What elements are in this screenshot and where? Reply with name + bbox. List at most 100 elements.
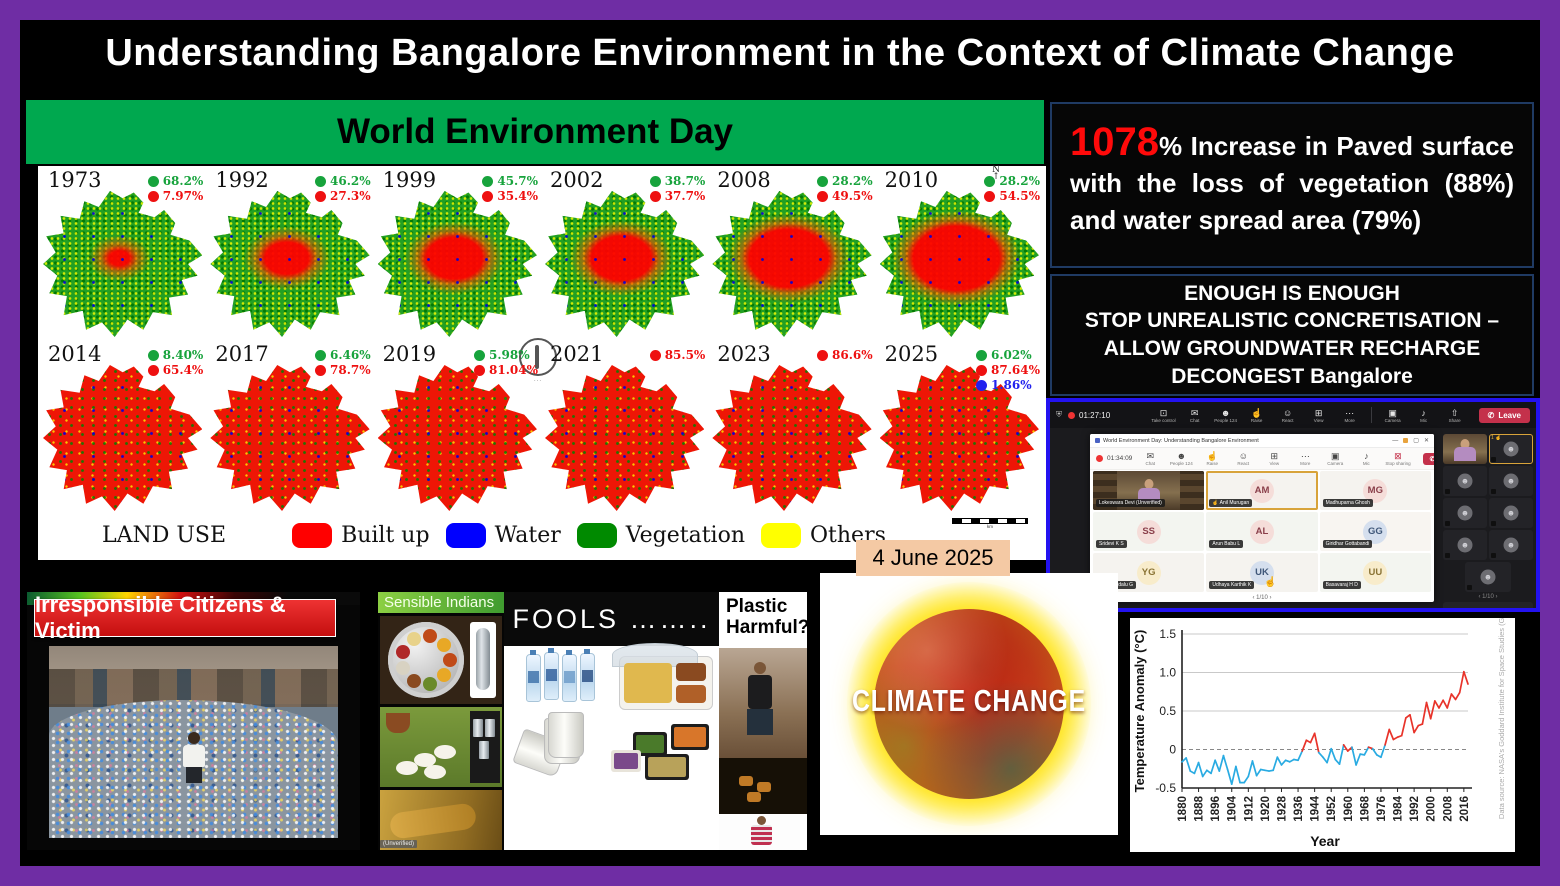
participant-tile-AL[interactable]: AL Arun Babu L bbox=[1206, 512, 1317, 551]
participant-name-label: Basavaraj H D bbox=[1323, 581, 1361, 589]
landuse-map-2019: 2019 5.98% 81.04% bbox=[375, 340, 542, 514]
sidebar-wide-tile[interactable]: ☻ bbox=[1443, 602, 1533, 612]
mic-button[interactable]: ♪ Mic bbox=[1354, 451, 1378, 466]
grid-pagination[interactable]: ‹ 1/10 › bbox=[1090, 595, 1434, 601]
climate-change-panel: CLIMATE CHANGE bbox=[820, 573, 1118, 835]
shield-icon: ⛨ bbox=[1056, 410, 1062, 420]
landuse-map-1973: 1973 68.2% 7.97% bbox=[40, 166, 207, 340]
minimize-button[interactable]: — bbox=[1392, 438, 1398, 444]
plastic-harmful-column: Plastic Harmful? bbox=[719, 592, 807, 850]
react-button[interactable]: ☺ React bbox=[1276, 408, 1300, 423]
svg-text:Year: Year bbox=[1310, 833, 1340, 849]
stop-sharing-button[interactable]: ⊠ Stop sharing bbox=[1385, 451, 1410, 466]
participant-tile-video[interactable]: Lokeswara Devi (Unverified) bbox=[1093, 471, 1204, 510]
chat-button[interactable]: ✉ Chat bbox=[1183, 408, 1207, 423]
disposable-plastics-collage bbox=[504, 646, 719, 850]
participant-tile-UU[interactable]: UU Basavaraj H D bbox=[1320, 553, 1431, 592]
landuse-map-1999: 1999 45.7% 35.4% bbox=[375, 166, 542, 340]
slogan-line-2: STOP UNREALISTIC CONCRETISATION – ALLOW … bbox=[1062, 307, 1522, 362]
sidebar-participant-tile[interactable]: ☻ bbox=[1489, 498, 1533, 528]
close-button[interactable]: ✕ bbox=[1424, 437, 1429, 444]
camera-button[interactable]: ▣ Camera bbox=[1323, 451, 1347, 466]
svg-text:1968: 1968 bbox=[1359, 795, 1371, 821]
plastic-meal-tray bbox=[619, 656, 713, 710]
sensible-indians-column: Sensible Indians (Unverified) bbox=[378, 592, 504, 850]
plastic-container bbox=[611, 750, 641, 772]
svg-text:0.5: 0.5 bbox=[1159, 704, 1176, 718]
legend-item-water: Water bbox=[446, 523, 561, 548]
irresponsible-citizens-panel: Irresponsible Citizens & Victim bbox=[27, 592, 360, 850]
more-button[interactable]: ⋯ More bbox=[1293, 451, 1317, 466]
more-button[interactable]: ⋯ More bbox=[1338, 408, 1362, 423]
steel-thali-photo bbox=[380, 616, 502, 704]
fools-title: FOOLS …….. bbox=[504, 592, 719, 646]
inner-device-buttons: ▣ Camera ♪ Mic ⊠ Stop sharing bbox=[1323, 451, 1410, 466]
inner-toolbar-buttons: ✉ Chat ☻ People 124 ☝ Raise ☺ React ⊞ View ⋯ More bbox=[1138, 451, 1317, 466]
participant-name-label: Lokeswara Devi (Unverified) bbox=[1096, 499, 1165, 507]
sidebar-participant-tile[interactable]: ☻ bbox=[1489, 530, 1533, 560]
slogan-line-3: DECONGEST Bangalore bbox=[1171, 363, 1413, 391]
participant-tile-GG[interactable]: GG Giridhar Gottabandi bbox=[1320, 512, 1431, 551]
participant-name-label: ☝ Anil Murugan bbox=[1209, 499, 1252, 507]
outer-toolbar-buttons: ⊡ Take control ✉ Chat ☻ People 124 ☝ Raise ☺ Reac… bbox=[1151, 408, 1361, 423]
camera-button[interactable]: ▣ Camera bbox=[1381, 408, 1405, 423]
participant-tile-UK[interactable]: UK ☝ Udhaya Karthik K bbox=[1206, 553, 1317, 592]
meeting-outer-toolbar: ⛨ 01:27:10 ⊡ Take control ✉ Chat ☻ People 124… bbox=[1050, 402, 1536, 428]
svg-text:1904: 1904 bbox=[1227, 795, 1239, 821]
svg-text:Data source: NASA's Goddard In: Data source: NASA's Goddard Institute fo… bbox=[1497, 618, 1506, 819]
people-button[interactable]: ☻ People 124 bbox=[1214, 408, 1238, 423]
plastic-harmful-title: Plastic Harmful? bbox=[719, 592, 807, 641]
view-button[interactable]: ⊞ View bbox=[1307, 408, 1331, 423]
svg-text:1.5: 1.5 bbox=[1159, 627, 1176, 641]
shared-window: World Environment Day: Understanding Ban… bbox=[1090, 434, 1434, 602]
participant-tile-AM[interactable]: AM ☝ Anil Murugan bbox=[1206, 471, 1317, 510]
participant-tile-MG[interactable]: MG Madhuparna Ghosh bbox=[1320, 471, 1431, 510]
sidebar-participant-tile[interactable]: ☻ bbox=[1443, 498, 1487, 528]
plastic-container bbox=[671, 724, 709, 750]
participant-tile-SS[interactable]: SS Sridevi K S bbox=[1093, 512, 1204, 551]
raise-button[interactable]: ☝ Raise bbox=[1245, 408, 1269, 423]
plastic-container bbox=[645, 754, 689, 780]
sidebar-participant-tile[interactable]: ☻ bbox=[1489, 466, 1533, 496]
paper-cups-stack bbox=[522, 712, 586, 776]
svg-text:1944: 1944 bbox=[1310, 795, 1322, 821]
sidebar-active-tile[interactable]: 1 ☝ ☻ bbox=[1489, 434, 1533, 464]
sidebar-speaker-thumbnail[interactable] bbox=[1443, 434, 1487, 464]
inner-leave-button[interactable]: ✆Leave bbox=[1423, 453, 1434, 465]
sensible-indians-label: Sensible Indians bbox=[378, 592, 504, 613]
plastic-bottle-icon bbox=[562, 654, 577, 702]
man-eating-photo bbox=[719, 814, 807, 850]
svg-text:1920: 1920 bbox=[1260, 796, 1272, 822]
sidebar-participant-tile[interactable]: ☻ bbox=[1443, 530, 1487, 560]
stats-text: 1078% Increase in Paved surface with the… bbox=[1070, 122, 1514, 239]
view-button[interactable]: ⊞ View bbox=[1262, 451, 1286, 466]
mic-button[interactable]: ♪ Mic bbox=[1412, 408, 1436, 423]
landuse-map-2014: 2014 8.40% 65.4% bbox=[40, 340, 207, 514]
teams-meeting-screenshot: ⛨ 01:27:10 ⊡ Take control ✉ Chat ☻ People 124… bbox=[1046, 398, 1540, 612]
take-control-button[interactable]: ⊡ Take control bbox=[1151, 408, 1175, 423]
react-button[interactable]: ☺ React bbox=[1231, 451, 1255, 466]
paved-surface-stats-box: 1078% Increase in Paved surface with the… bbox=[1050, 102, 1534, 268]
record-icon bbox=[1068, 412, 1075, 419]
sidebar-participant-tile[interactable]: ☻ bbox=[1465, 562, 1511, 592]
plastic-bottle-icon bbox=[526, 654, 541, 702]
teams-app-icon bbox=[1095, 438, 1100, 443]
scale-bar-icon: km bbox=[952, 518, 1028, 528]
sidebar-participant-tile[interactable]: ☻ bbox=[1443, 466, 1487, 496]
steel-bottle-photo bbox=[470, 622, 496, 698]
svg-text:1880: 1880 bbox=[1177, 796, 1189, 822]
raised-hand-icon: ☝ bbox=[1264, 577, 1276, 588]
landuse-map-1992: 1992 46.2% 27.3% bbox=[207, 166, 374, 340]
raise-button[interactable]: ☝ Raise bbox=[1200, 451, 1224, 466]
maximize-button[interactable]: ▢ bbox=[1413, 437, 1419, 444]
share-button[interactable]: ⇧ Share bbox=[1443, 408, 1467, 423]
sidebar-pagination[interactable]: ‹ 1/10 › bbox=[1443, 594, 1533, 600]
leave-button[interactable]: ✆ Leave bbox=[1479, 408, 1530, 423]
landuse-map-2017: 2017 6.46% 78.7% bbox=[207, 340, 374, 514]
idli-clay-pot-photo bbox=[380, 707, 502, 787]
chat-button[interactable]: ✉ Chat bbox=[1138, 451, 1162, 466]
inner-toolbar: 01:34:09 ✉ Chat ☻ People 124 ☝ Raise ☺ React ⊞ Vi… bbox=[1090, 448, 1434, 470]
svg-text:1960: 1960 bbox=[1343, 796, 1355, 822]
inner-meeting-timer: 01:34:09 bbox=[1096, 455, 1132, 462]
people-button[interactable]: ☻ People 124 bbox=[1169, 451, 1193, 466]
